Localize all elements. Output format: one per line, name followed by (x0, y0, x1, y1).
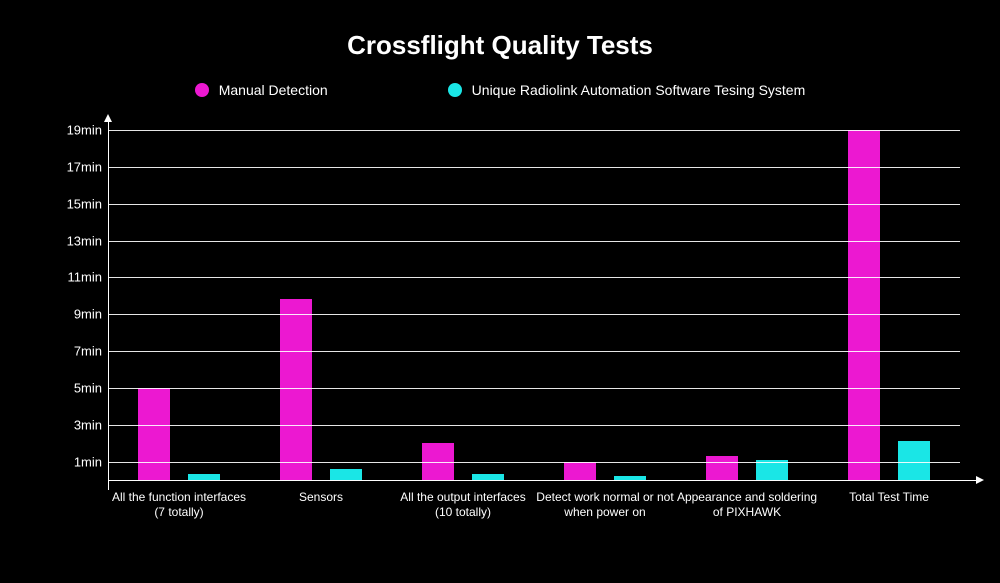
x-axis (108, 480, 978, 481)
legend: Manual Detection Unique Radiolink Automa… (0, 82, 1000, 98)
chart-title: Crossflight Quality Tests (0, 30, 1000, 61)
y-tick-label: 17min (54, 159, 102, 174)
gridline (108, 167, 960, 168)
gridline (108, 351, 960, 352)
x-tick-label: All the output interfaces (10 totally) (392, 490, 534, 520)
gridline (108, 241, 960, 242)
legend-label: Manual Detection (219, 82, 328, 98)
y-tick-label: 1min (54, 454, 102, 469)
bar (330, 469, 362, 480)
chart-area: 1min3min5min7min9min11min13min15min17min… (60, 130, 960, 550)
legend-marker-icon (448, 83, 462, 97)
plot-region (108, 130, 960, 480)
legend-label: Unique Radiolink Automation Software Tes… (472, 82, 806, 98)
bar (138, 388, 170, 480)
gridline (108, 277, 960, 278)
bar (756, 460, 788, 480)
bar (848, 130, 880, 480)
y-tick-label: 19min (54, 123, 102, 138)
y-tick-label: 7min (54, 344, 102, 359)
bar (706, 456, 738, 480)
x-tick-label: Sensors (250, 490, 392, 505)
legend-item-auto: Unique Radiolink Automation Software Tes… (448, 82, 806, 98)
y-tick-label: 15min (54, 196, 102, 211)
y-tick-label: 9min (54, 307, 102, 322)
bars-layer (108, 130, 960, 480)
y-tick-label: 13min (54, 233, 102, 248)
legend-marker-icon (195, 83, 209, 97)
gridline (108, 462, 960, 463)
legend-item-manual: Manual Detection (195, 82, 328, 98)
bar (188, 474, 220, 480)
bar (472, 474, 504, 480)
y-tick-label: 5min (54, 380, 102, 395)
y-tick-label: 3min (54, 417, 102, 432)
bar (280, 299, 312, 480)
x-tick-label: Total Test Time (818, 490, 960, 505)
x-tick-label: All the function interfaces (7 totally) (108, 490, 250, 520)
chart-container: Crossflight Quality Tests Manual Detecti… (0, 0, 1000, 583)
y-tick-label: 11min (54, 270, 102, 285)
gridline (108, 204, 960, 205)
x-tick-label: Detect work normal or not when power on (534, 490, 676, 520)
x-tick-label: Appearance and soldering of PIXHAWK (676, 490, 818, 520)
gridline (108, 425, 960, 426)
bar (614, 476, 646, 480)
gridline (108, 130, 960, 131)
gridline (108, 314, 960, 315)
bar (564, 462, 596, 480)
gridline (108, 388, 960, 389)
